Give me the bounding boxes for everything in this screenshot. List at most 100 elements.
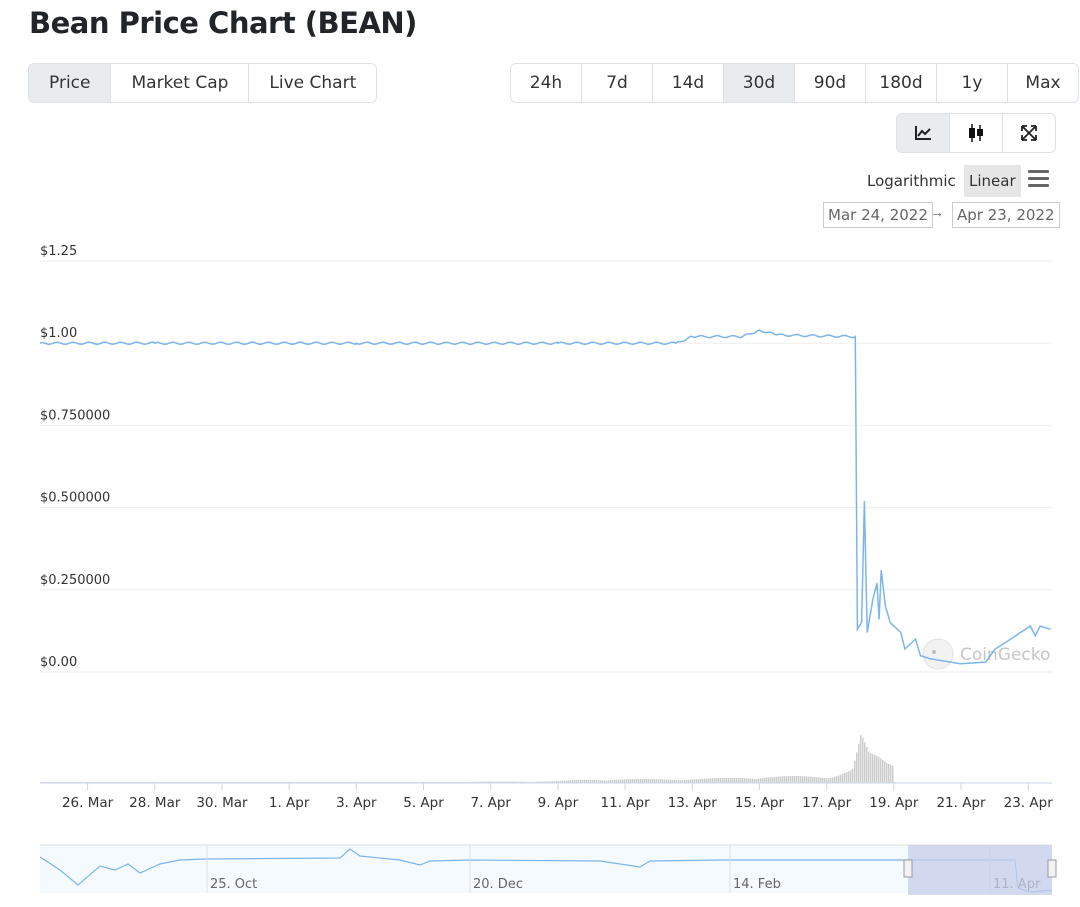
linear-toggle[interactable]: Linear: [964, 165, 1021, 197]
expand-button[interactable]: [1003, 114, 1055, 152]
volume-bar: [532, 781, 534, 783]
volume-bar: [654, 779, 656, 783]
volume-bar: [712, 778, 714, 783]
volume-bar: [642, 779, 644, 783]
volume-bar: [854, 760, 856, 783]
volume-bar: [482, 781, 484, 783]
navigator-tick-label: 14. Feb: [733, 877, 781, 892]
volume-bar: [746, 778, 748, 783]
volume-bar: [596, 780, 598, 783]
logarithmic-toggle[interactable]: Logarithmic: [867, 172, 956, 190]
navigator-selection[interactable]: [908, 845, 1052, 895]
svg-text:CoinGecko: CoinGecko: [960, 645, 1050, 665]
navigator-handle-right[interactable]: [1047, 859, 1057, 878]
volume-bar: [756, 778, 758, 783]
volume-bar: [786, 776, 788, 783]
x-tick-label: 13. Apr: [668, 795, 718, 811]
tab-price[interactable]: Price: [29, 64, 112, 102]
volume-bar: [646, 779, 648, 783]
navigator-handle-left[interactable]: [903, 859, 913, 878]
volume-bar: [590, 779, 592, 783]
volume-bar: [498, 781, 500, 783]
volume-bar: [634, 779, 636, 783]
volume-bar: [490, 781, 492, 783]
x-tick-label: 11. Apr: [601, 795, 651, 811]
candlestick-icon: [969, 124, 983, 142]
tab-live-chart[interactable]: Live Chart: [269, 73, 357, 93]
volume-bar: [810, 776, 812, 783]
line-chart-button[interactable]: [897, 114, 950, 152]
volume-bar: [570, 780, 572, 783]
volume-bar: [890, 764, 892, 783]
volume-bar: [874, 754, 876, 783]
volume-bar: [838, 775, 840, 783]
range-30d[interactable]: 30d: [724, 64, 795, 102]
y-tick-label: $0.750000: [40, 408, 110, 423]
volume-bar: [828, 778, 830, 783]
range-24h[interactable]: 24h: [511, 64, 582, 102]
volume-bar: [822, 777, 824, 783]
tab-market-cap[interactable]: Market Cap: [111, 64, 250, 102]
volume-bar: [468, 781, 470, 783]
range-90d[interactable]: 90d: [795, 64, 866, 102]
volume-bar: [584, 779, 586, 783]
volume-bar: [886, 762, 888, 783]
volume-bar: [520, 781, 522, 783]
volume-bar: [604, 780, 606, 783]
hamburger-menu-icon[interactable]: [1028, 170, 1049, 191]
range-max[interactable]: Max: [1025, 73, 1061, 93]
volume-bar: [856, 752, 858, 783]
volume-bar: [542, 781, 544, 783]
volume-bar: [548, 781, 550, 783]
volume-bar: [794, 776, 796, 783]
volume-bar: [782, 776, 784, 783]
volume-bar: [702, 778, 704, 783]
candlestick-button[interactable]: [950, 114, 1003, 152]
volume-bar: [636, 779, 638, 783]
range-7d[interactable]: 7d: [582, 64, 653, 102]
volume-bar: [880, 758, 882, 783]
x-tick-label: 17. Apr: [802, 795, 852, 811]
volume-bar: [530, 781, 532, 783]
volume-bar: [842, 773, 844, 783]
volume-bar: [510, 781, 512, 783]
range-180d[interactable]: 180d: [866, 64, 937, 102]
range-1y[interactable]: 1y: [937, 64, 1008, 102]
volume-bar: [696, 779, 698, 783]
volume-bar: [744, 778, 746, 783]
volume-bar: [750, 778, 752, 783]
date-from-input[interactable]: Mar 24, 2022: [823, 202, 933, 228]
expand-icon: [1021, 125, 1037, 141]
volume-bar: [736, 778, 738, 783]
volume-bar: [772, 777, 774, 783]
volume-bar: [566, 780, 568, 783]
volume-bar: [680, 780, 682, 783]
date-to-input[interactable]: Apr 23, 2022: [952, 202, 1060, 228]
x-tick-label: 3. Apr: [336, 795, 377, 811]
volume-bar: [752, 778, 754, 783]
volume-bar: [656, 779, 658, 783]
x-tick-label: 28. Mar: [129, 795, 181, 811]
volume-bar: [564, 780, 566, 783]
volume-bar: [650, 779, 652, 783]
volume-bar: [562, 780, 564, 783]
volume-bar: [706, 778, 708, 783]
volume-bar: [686, 779, 688, 783]
range-14d[interactable]: 14d: [653, 64, 724, 102]
volume-bar: [640, 779, 642, 783]
volume-bar: [662, 779, 664, 783]
volume-bar: [848, 771, 850, 783]
volume-bar: [808, 776, 810, 783]
x-tick-label: 26. Mar: [62, 795, 114, 811]
volume-bar: [518, 781, 520, 783]
volume-bar: [826, 778, 828, 783]
volume-bar: [494, 781, 496, 783]
volume-bar: [574, 780, 576, 783]
x-tick-label: 30. Mar: [196, 795, 248, 811]
y-tick-label: $0.00: [40, 655, 77, 670]
volume-bar: [546, 781, 548, 783]
volume-bar: [592, 779, 594, 783]
price-series-line: [39, 329, 1051, 665]
